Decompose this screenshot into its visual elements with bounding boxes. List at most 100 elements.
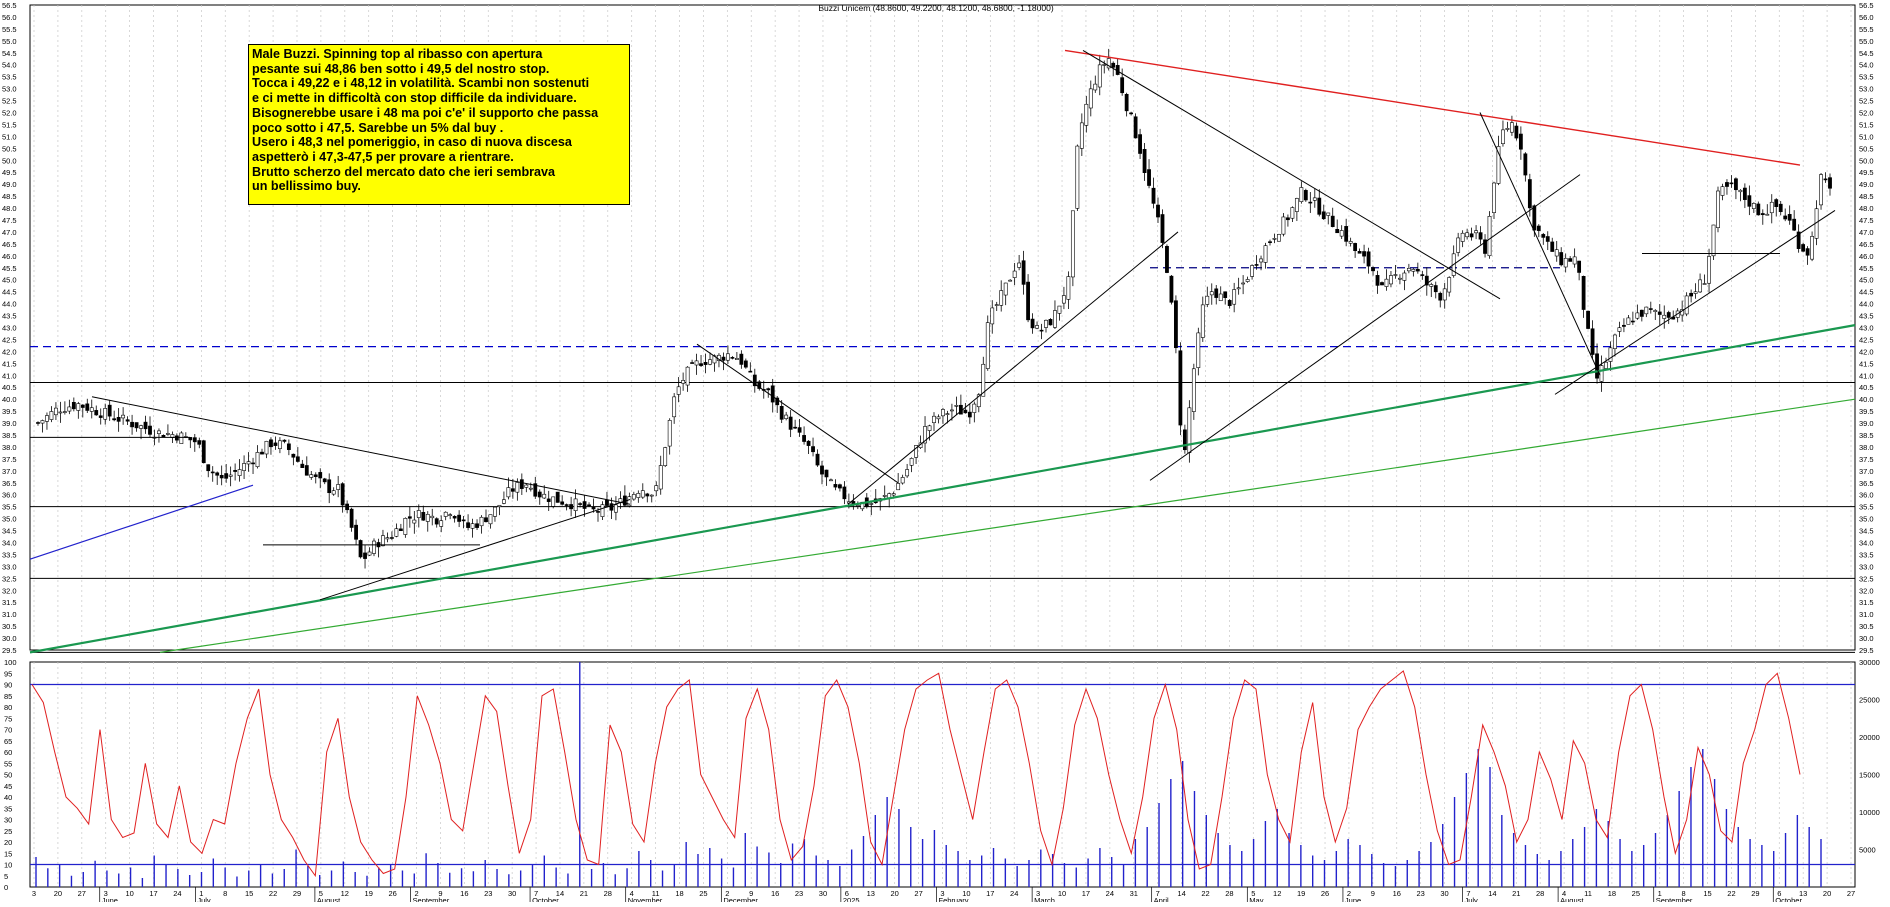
candle-body: [564, 504, 569, 506]
candle-body: [1742, 187, 1747, 200]
candle-body: [1626, 317, 1631, 325]
candle-body: [1187, 407, 1192, 453]
candle-body: [882, 495, 887, 497]
candle-body: [1200, 304, 1205, 338]
y-tick-label: 53.5: [2, 73, 17, 82]
x-tick-label: 23: [1416, 889, 1424, 898]
candle-body: [1630, 320, 1635, 323]
candle-body: [439, 520, 444, 527]
y-tick-label: 50.5: [1859, 144, 1874, 153]
candle-body: [1720, 186, 1725, 196]
x-tick-label: 22: [1727, 889, 1735, 898]
y-tick-label: 38.5: [1859, 431, 1874, 440]
y-tick-label: 34.5: [1859, 527, 1874, 536]
candle-body: [1039, 329, 1044, 332]
y-tick-label: 48.5: [2, 192, 17, 201]
oscillator-tick-label: 75: [4, 714, 12, 723]
candle-body: [1639, 309, 1644, 317]
x-tick-label: 25: [699, 889, 707, 898]
candle-body: [488, 514, 493, 525]
y-tick-label: 46.5: [1859, 240, 1874, 249]
candle-body: [1747, 195, 1752, 207]
candle-body: [1268, 241, 1272, 243]
candle-body: [1120, 77, 1125, 94]
y-tick-label: 32.0: [1859, 586, 1874, 595]
y-tick-label: 51.0: [1859, 132, 1874, 141]
candle-body: [1483, 239, 1487, 254]
candle-body: [1070, 210, 1075, 278]
candle-body: [134, 422, 139, 429]
oscillator-tick-label: 70: [4, 726, 12, 735]
candle-body: [999, 290, 1004, 306]
candle-body: [833, 484, 838, 488]
oscillator-tick-label: 55: [4, 759, 12, 768]
x-tick-label: 21: [580, 889, 588, 898]
candle-body: [1725, 182, 1729, 187]
candle-body: [1344, 226, 1349, 242]
candle-body: [748, 370, 753, 373]
candle-body: [1111, 62, 1116, 68]
candle-body: [1250, 265, 1254, 277]
candle-body: [1371, 267, 1375, 272]
candle-body: [1303, 190, 1308, 201]
y-tick-label: 29.5: [2, 646, 17, 655]
candle-body: [85, 403, 90, 411]
x-tick-label: 30: [819, 889, 827, 898]
candle-body: [394, 528, 399, 537]
candle-body: [1339, 230, 1344, 237]
candle-body: [107, 404, 112, 417]
candle-body: [1541, 234, 1546, 238]
candle-body: [291, 453, 296, 458]
y-tick-label: 47.0: [2, 228, 17, 237]
candle-body: [658, 465, 663, 490]
y-tick-label: 30.5: [1859, 622, 1874, 631]
y-tick-label: 32.0: [2, 586, 17, 595]
oscillator-line: [31, 670, 1801, 878]
candle-body: [228, 474, 233, 477]
candle-body: [1084, 103, 1089, 126]
candle-body: [497, 504, 502, 507]
x-tick-label: 9: [438, 889, 442, 898]
candle-body: [573, 498, 578, 512]
oscillator-tick-label: 95: [4, 669, 12, 678]
oscillator-tick-label: 90: [4, 681, 12, 690]
candle-body: [981, 363, 986, 397]
trendline-green-thin: [159, 398, 1856, 653]
x-tick-label: 6: [1777, 889, 1781, 898]
x-tick-label: 3: [104, 889, 108, 898]
y-tick-label: 54.5: [2, 49, 17, 58]
note-line: Male Buzzi. Spinning top al ribasso con …: [252, 47, 543, 61]
candle-body: [788, 416, 793, 430]
volume-tick-label: 25000: [1859, 696, 1880, 705]
candle-body: [1263, 245, 1268, 263]
candle-body: [179, 432, 184, 444]
candle-body: [672, 396, 677, 418]
candle-body: [1711, 224, 1716, 257]
candle-body: [1796, 231, 1801, 249]
candle-body: [80, 404, 85, 408]
y-tick-label: 53.0: [2, 85, 17, 94]
x-tick-label: 16: [771, 889, 779, 898]
candle-body: [1819, 174, 1823, 206]
x-tick-label: 7: [1156, 889, 1160, 898]
candle-body: [1411, 269, 1416, 272]
x-tick-label: 26: [388, 889, 396, 898]
candle-body: [1608, 347, 1613, 362]
x-tick-label: 4: [630, 889, 634, 898]
y-tick-label: 43.5: [2, 312, 17, 321]
candle-body: [1353, 243, 1358, 252]
candle-body: [45, 415, 49, 422]
candle-body: [1317, 197, 1322, 215]
volume-tick-label: 10000: [1859, 808, 1880, 817]
x-tick-label: 3: [1036, 889, 1040, 898]
candle-body: [215, 472, 220, 476]
candle-body: [157, 430, 161, 434]
candle-body: [1433, 285, 1438, 293]
trendline-red: [1064, 49, 1801, 166]
candle-body: [963, 409, 968, 414]
candle-body: [905, 469, 910, 477]
note-line: Bisognerebbe usare i 48 ma poi c'e' il s…: [252, 105, 599, 120]
candle-body: [1460, 232, 1465, 242]
candle-body: [390, 537, 394, 539]
candle-body: [1088, 88, 1093, 109]
